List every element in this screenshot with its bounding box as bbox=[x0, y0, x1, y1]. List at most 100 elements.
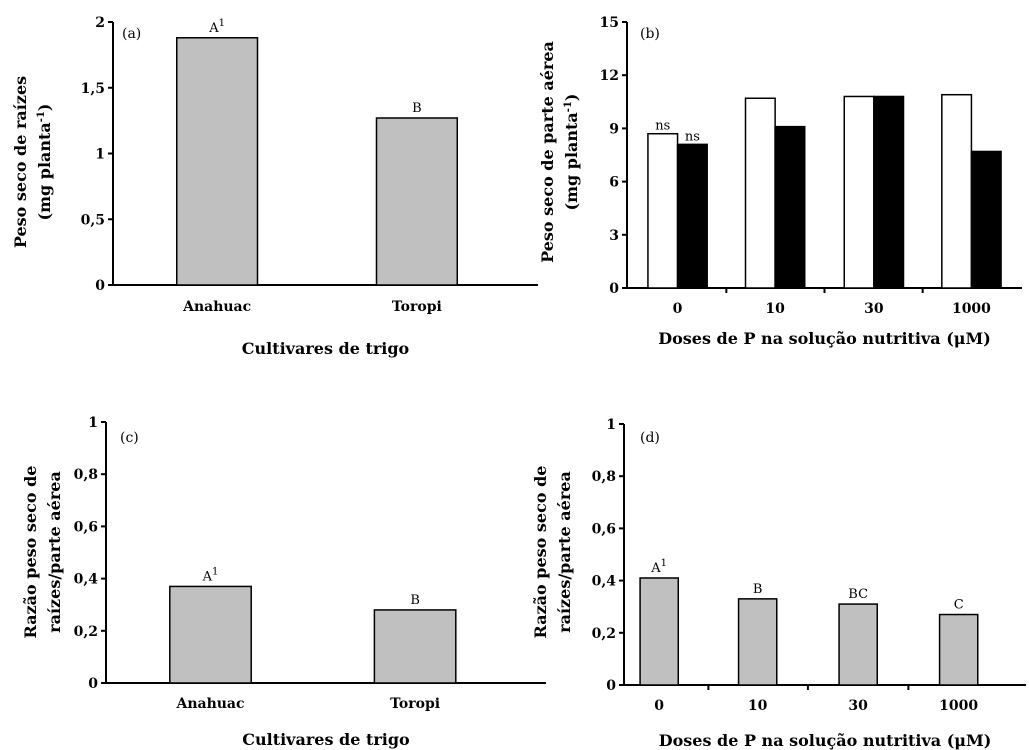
bar bbox=[375, 117, 458, 286]
y-axis-title-line-1: Peso seco de raízes bbox=[11, 76, 30, 248]
bar-series-2 bbox=[676, 143, 708, 289]
x-category-label: 30 bbox=[848, 698, 868, 714]
panel-a-chart: 0 0,5 1 1,5 2 (a) Cultivares de trigo Peso seco… bbox=[11, 15, 538, 358]
data-label: A1 bbox=[650, 558, 667, 576]
data-label: A1 bbox=[202, 566, 219, 584]
bar bbox=[737, 598, 778, 686]
significance-annotation: ns bbox=[685, 129, 700, 144]
bar bbox=[838, 603, 879, 686]
y-tick-label: 9 bbox=[609, 121, 619, 137]
x-category-label: Toropi bbox=[390, 696, 440, 712]
y-tick-label: 0,2 bbox=[74, 624, 98, 640]
x-category-label: 0 bbox=[673, 301, 683, 317]
x-axis-title: Doses de P na solução nutritiva (μM) bbox=[659, 731, 992, 750]
y-tick-label: 0,4 bbox=[74, 572, 99, 588]
y-axis-title-line-2: raízes/parte aérea bbox=[45, 471, 64, 633]
y-axis-title-superscript: -1 bbox=[563, 101, 574, 112]
y-axis-title-line-1: Razão peso seco de bbox=[21, 466, 40, 639]
x-category-label: 1000 bbox=[939, 698, 978, 714]
y-tick-label: 1 bbox=[606, 417, 616, 433]
panel-label: (d) bbox=[640, 430, 660, 446]
panel-b-chart: 0 3 6 9 12 15 (b) Doses de P na solução nutriti… bbox=[538, 15, 1022, 348]
data-label-superscript: 1 bbox=[219, 18, 225, 29]
bar-series-2 bbox=[970, 150, 1002, 289]
x-category-label: Anahuac bbox=[175, 696, 244, 712]
y-axis-title-line-1: Peso seco de parte aérea bbox=[538, 41, 557, 263]
x-category-label: 30 bbox=[864, 301, 884, 317]
y-tick-label: 0,4 bbox=[592, 574, 617, 590]
y-axis-title: Razão peso seco de raízes/parte aérea bbox=[21, 466, 64, 639]
bar-series-1 bbox=[647, 132, 679, 289]
data-label-superscript: 1 bbox=[212, 566, 218, 577]
bar bbox=[176, 37, 259, 286]
y-axis-title-line-2: (mg planta bbox=[562, 112, 581, 210]
y-tick-label: 0,2 bbox=[592, 626, 616, 642]
y-tick-label: 0 bbox=[606, 678, 616, 694]
panel-c-chart: 0 0,2 0,4 0,6 0,8 1 (c) Cultivares de trigo Razã… bbox=[21, 415, 546, 749]
data-label-letter: B bbox=[753, 582, 763, 597]
panel-label: (c) bbox=[120, 430, 139, 446]
data-label-letter: B bbox=[412, 101, 422, 116]
y-axis-title-line-2: raízes/parte aérea bbox=[555, 471, 574, 633]
y-axis-title-line-2: (mg planta bbox=[35, 122, 54, 220]
y-axis-title: Peso seco de parte aérea (mg planta-1) bbox=[538, 41, 581, 263]
data-label: B bbox=[753, 582, 763, 597]
bar-series-1 bbox=[744, 97, 776, 289]
y-tick-label: 0 bbox=[88, 676, 98, 692]
y-axis-title-line-2-end: ) bbox=[35, 104, 54, 112]
y-tick-label: 0,8 bbox=[74, 467, 98, 483]
x-axis-title: Cultivares de trigo bbox=[242, 339, 410, 358]
data-label-letter: A bbox=[650, 561, 661, 576]
bar bbox=[169, 585, 252, 684]
x-category-label: Toropi bbox=[392, 299, 442, 315]
data-label-letter: B bbox=[410, 593, 420, 608]
bar-series-2 bbox=[774, 125, 806, 289]
y-tick-label: 0 bbox=[95, 278, 105, 294]
y-tick-label: 0 bbox=[609, 281, 619, 297]
y-tick-label: 0,6 bbox=[592, 521, 616, 537]
y-axis-title-line-2-end: ) bbox=[562, 94, 581, 102]
x-axis-title: Cultivares de trigo bbox=[242, 730, 410, 749]
data-label-letter: C bbox=[954, 598, 964, 613]
y-tick-label: 1,5 bbox=[81, 81, 105, 97]
y-tick-label: 0,6 bbox=[74, 519, 98, 535]
x-axis-title: Doses de P na solução nutritiva (μM) bbox=[658, 329, 991, 348]
y-tick-label: 1 bbox=[95, 147, 105, 163]
significance-annotation: ns bbox=[655, 119, 670, 134]
data-label: C bbox=[954, 598, 964, 613]
bar bbox=[938, 613, 979, 686]
y-tick-label: 15 bbox=[600, 15, 619, 31]
y-tick-label: 12 bbox=[600, 68, 619, 84]
data-label: B bbox=[410, 593, 420, 608]
y-tick-label: 3 bbox=[609, 228, 619, 244]
data-label: A1 bbox=[208, 18, 225, 36]
y-axis-title-line-1: Razão peso seco de bbox=[531, 466, 550, 639]
y-tick-label: 0,5 bbox=[81, 212, 105, 228]
data-label: B bbox=[412, 101, 422, 116]
bar bbox=[373, 609, 457, 684]
data-label-letter: A bbox=[208, 21, 219, 36]
data-label-superscript: 1 bbox=[661, 558, 667, 569]
panel-label: (b) bbox=[640, 26, 660, 42]
x-category-label: 10 bbox=[765, 301, 785, 317]
y-tick-label: 6 bbox=[609, 175, 619, 191]
x-category-label: 0 bbox=[654, 698, 664, 714]
data-label-letter: A bbox=[202, 569, 213, 584]
y-axis-title: Razão peso seco de raízes/parte aérea bbox=[531, 466, 574, 639]
y-tick-label: 1 bbox=[88, 415, 98, 431]
panel-d-chart: 0 0,2 0,4 0,6 0,8 1 (d) Doses de P na solução n… bbox=[531, 417, 1026, 750]
y-tick-label: 2 bbox=[95, 15, 105, 31]
bar-series-2 bbox=[873, 95, 905, 289]
data-label: BC bbox=[848, 587, 868, 602]
x-category-label: 10 bbox=[748, 698, 768, 714]
bar bbox=[639, 577, 680, 686]
x-category-label: Anahuac bbox=[182, 299, 251, 315]
panel-label: (a) bbox=[122, 26, 141, 42]
y-tick-label: 0,8 bbox=[592, 469, 616, 485]
x-category-label: 1000 bbox=[952, 301, 991, 317]
data-label-letter: BC bbox=[848, 587, 868, 602]
bar-series-1 bbox=[941, 93, 973, 289]
bar-series-1 bbox=[843, 95, 875, 289]
y-axis-title: Peso seco de raízes (mg planta-1) bbox=[11, 76, 54, 248]
